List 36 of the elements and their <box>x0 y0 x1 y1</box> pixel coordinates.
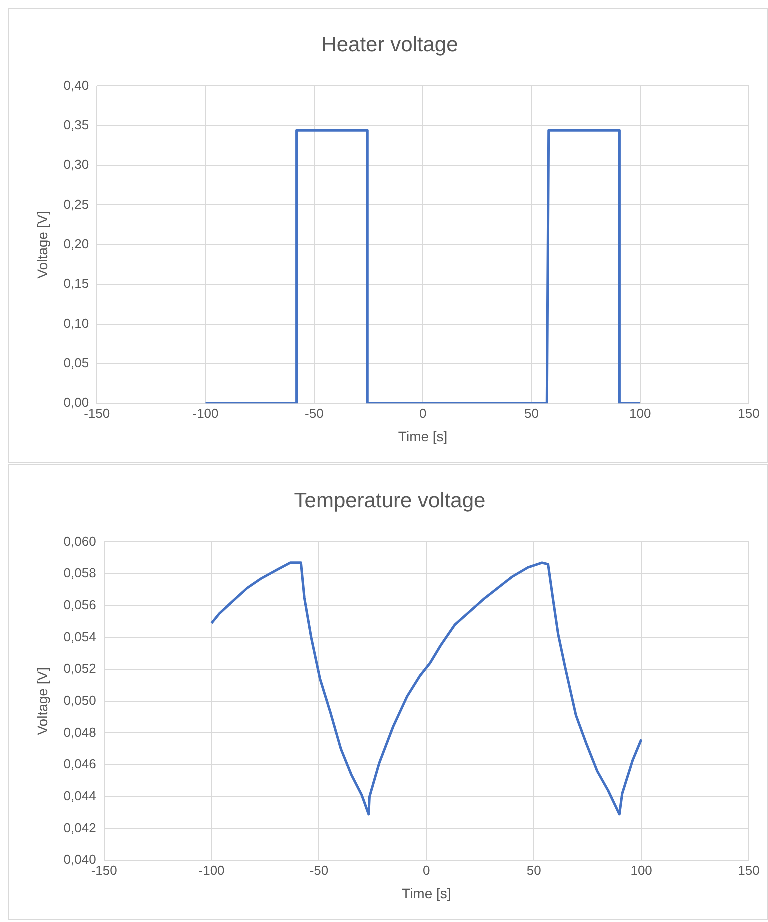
x-tick-label: -50 <box>310 862 329 878</box>
x-axis-title: Time [s] <box>398 428 448 444</box>
y-tick-label: 0,052 <box>64 661 96 676</box>
y-tick-label: 0,40 <box>64 78 90 93</box>
y-axis-title: Voltage [V] <box>34 211 50 279</box>
y-tick-label: 0,058 <box>64 566 96 581</box>
y-tick-label: 0,25 <box>64 196 90 212</box>
x-tick-label: 0 <box>423 862 430 878</box>
x-tick-label: 100 <box>630 862 652 878</box>
y-tick-label: 0,10 <box>64 316 90 331</box>
y-tick-label: 0,35 <box>64 117 90 132</box>
y-tick-label: 0,042 <box>64 820 96 836</box>
y-tick-label: 0,060 <box>64 534 96 549</box>
y-tick-label: 0,046 <box>64 756 96 772</box>
x-tick-label: -100 <box>198 862 225 878</box>
x-tick-label: -50 <box>305 406 324 421</box>
chart-title: Heater voltage <box>322 33 458 56</box>
x-tick-label: 150 <box>738 862 760 878</box>
y-tick-label: 0,056 <box>64 597 96 612</box>
y-tick-label: 0,30 <box>64 157 90 172</box>
y-tick-label: 0,15 <box>64 276 90 292</box>
x-tick-label: 0 <box>419 406 427 421</box>
x-tick-label: -100 <box>192 406 219 421</box>
x-tick-label: 50 <box>526 862 542 878</box>
x-tick-label: 50 <box>524 406 539 421</box>
y-tick-label: 0,05 <box>64 356 90 371</box>
y-tick-label: 0,050 <box>64 692 96 708</box>
chart-title: Temperature voltage <box>294 489 486 512</box>
y-tick-label: 0,044 <box>64 788 96 804</box>
x-axis-title: Time [s] <box>402 885 452 902</box>
y-tick-label: 0,054 <box>64 629 96 644</box>
x-tick-label: 100 <box>630 406 652 421</box>
y-tick-label: 0,20 <box>64 236 90 252</box>
y-tick-label: 0,048 <box>64 724 96 740</box>
x-tick-label: 150 <box>738 406 760 421</box>
y-axis-title: Voltage [V] <box>34 668 50 736</box>
